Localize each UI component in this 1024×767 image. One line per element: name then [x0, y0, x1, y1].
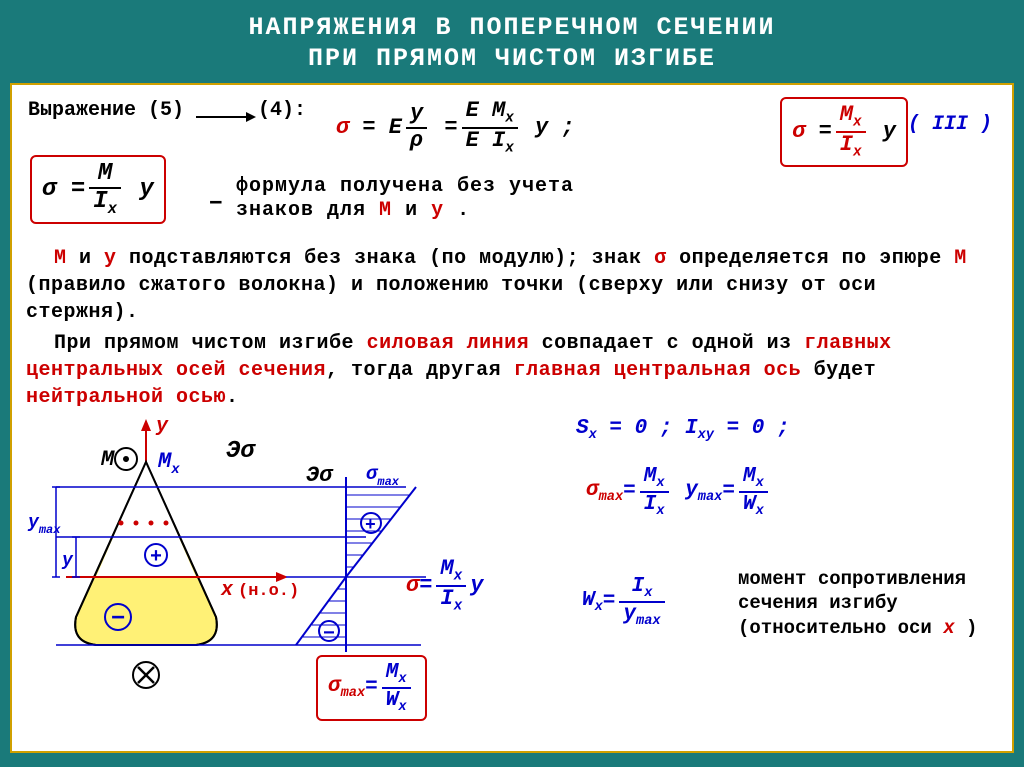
- title-line-2: ПРИ ПРЯМОМ ЧИСТОМ ИЗГИБЕ: [10, 43, 1014, 74]
- svg-text:y: y: [155, 417, 169, 438]
- eq-sx-ixy: Sx = 0 ; Ixy = 0 ;: [576, 417, 790, 443]
- expr-label: Выражение (5): [28, 99, 184, 122]
- svg-text:+: +: [365, 516, 376, 536]
- formula-III-box: σ = Mx Ix y: [780, 97, 908, 167]
- svg-text:−: −: [111, 606, 125, 633]
- main-formula-box: σ = M Ix y: [30, 155, 166, 224]
- eq-sigma-max: σmax = Mx Ix ymax = Mx Wx: [586, 465, 772, 519]
- svg-text:(н.о.): (н.о.): [238, 582, 299, 601]
- svg-text:+: +: [150, 546, 162, 569]
- title-line-1: НАПРЯЖЕНИЯ В ПОПЕРЕЧНОМ СЕЧЕНИИ: [10, 12, 1014, 43]
- formula-III-label: ( III ): [908, 113, 992, 136]
- content-panel: Выражение (5) (4): σ = E y ρ = E Mx E I: [10, 83, 1014, 753]
- eq-sigma-y: σ = Mx Ix y: [406, 557, 483, 615]
- svg-text:y: y: [61, 551, 74, 571]
- svg-text:M: M: [100, 447, 115, 472]
- svg-text:Эσ: Эσ: [226, 438, 256, 465]
- paragraph-neutral-axis: При прямом чистом изгибе силовая линия с…: [26, 330, 998, 411]
- wx-description: момент сопротивления сечения изгибу (отн…: [738, 567, 977, 641]
- row-main-formula: σ = M Ix y – формула получена без учета …: [26, 165, 998, 245]
- page-title: НАПРЯЖЕНИЯ В ПОПЕРЕЧНОМ СЕЧЕНИИ ПРИ ПРЯМ…: [10, 8, 1014, 83]
- arrow-icon: [196, 109, 256, 125]
- svg-text:x: x: [220, 579, 234, 602]
- eq-derivation: σ = E y ρ = E Mx E Ix y ;: [336, 99, 575, 157]
- dash: –: [208, 187, 224, 217]
- svg-text:−: −: [323, 623, 335, 646]
- svg-text:Эσ: Эσ: [306, 463, 334, 488]
- paragraph-sign-rule: M и y подставляются без знака (по модулю…: [26, 245, 998, 326]
- eq-wx: Wx = Ix ymax: [582, 575, 669, 629]
- expr-target: (4):: [258, 99, 306, 122]
- row-derivation: Выражение (5) (4): σ = E y ρ = E Mx E I: [26, 95, 998, 165]
- lower-section: y x (н.о.) M Mx: [26, 417, 998, 727]
- svg-text:σmax: σmax: [366, 463, 400, 489]
- svg-text:Mx: Mx: [157, 449, 180, 478]
- sigma-max-box: σmax = Mx Wx: [316, 655, 427, 721]
- formula-description: формула получена без учета знаков для M …: [236, 175, 574, 223]
